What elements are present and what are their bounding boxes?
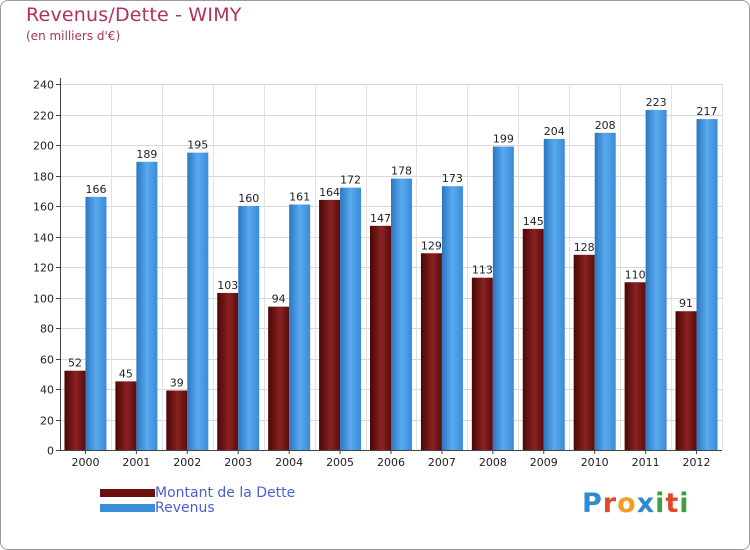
data-label-revenus: 199 xyxy=(493,133,514,146)
y-tick-label: 140 xyxy=(33,232,54,245)
bar-debt xyxy=(166,390,188,450)
bar-debt xyxy=(268,306,290,450)
y-tick-label: 120 xyxy=(33,262,54,275)
logo-letter: t xyxy=(665,488,680,519)
bar-revenus xyxy=(238,206,260,450)
bar-revenus xyxy=(645,109,667,451)
data-label-revenus: 173 xyxy=(442,172,463,185)
bar-debt xyxy=(573,254,595,450)
data-label-debt: 39 xyxy=(170,377,184,390)
data-label-revenus: 178 xyxy=(391,165,412,178)
y-tick-label: 240 xyxy=(33,79,54,92)
proxiti-logo: Proxiti xyxy=(582,488,690,519)
logo-letter: o xyxy=(617,488,637,519)
bar-debt xyxy=(64,370,86,450)
bar-debt xyxy=(624,282,646,450)
y-tick-label: 20 xyxy=(40,415,54,428)
data-label-revenus: 223 xyxy=(646,96,667,109)
bar-debt xyxy=(675,311,697,450)
data-label-debt: 94 xyxy=(272,293,286,306)
data-label-revenus: 189 xyxy=(136,148,157,161)
bar-revenus xyxy=(441,186,463,451)
y-tick-label: 60 xyxy=(40,354,54,367)
logo-letter: r xyxy=(602,488,618,519)
bar-revenus xyxy=(136,161,158,450)
bar-debt xyxy=(319,199,341,450)
data-label-revenus: 217 xyxy=(697,105,718,118)
bar-revenus xyxy=(187,152,209,450)
data-label-revenus: 161 xyxy=(289,190,310,203)
bar-debt xyxy=(115,381,137,450)
logo-letter: i xyxy=(679,488,690,519)
data-label-revenus: 166 xyxy=(85,183,106,196)
y-tick-label: 100 xyxy=(33,293,54,306)
x-tick-label: 2008 xyxy=(479,456,507,469)
bar-revenus xyxy=(289,204,311,450)
data-label-revenus: 195 xyxy=(187,139,208,152)
bars xyxy=(64,109,718,451)
bar-revenus xyxy=(696,119,718,450)
x-tick-label: 2000 xyxy=(71,456,99,469)
legend-swatch-revenus xyxy=(100,504,155,512)
axes: 0 20 40 60 80 100 120 140 160 180 200 220 240 xyxy=(33,78,722,458)
logo-letter: P xyxy=(582,488,603,519)
x-tick-label: 2003 xyxy=(224,456,252,469)
bar-revenus xyxy=(340,187,362,450)
x-tick-label: 2002 xyxy=(173,456,201,469)
bar-debt xyxy=(370,225,391,450)
bar-debt xyxy=(522,228,544,450)
bar-revenus xyxy=(492,146,514,450)
bar-debt xyxy=(471,277,493,450)
legend-swatch-debt xyxy=(100,489,155,497)
y-tick-label: 80 xyxy=(40,323,54,336)
x-tick-label: 2010 xyxy=(581,456,609,469)
data-label-revenus: 204 xyxy=(544,125,565,138)
data-label-debt: 91 xyxy=(679,297,693,310)
data-label-debt: 128 xyxy=(574,241,595,254)
y-tick-label: 220 xyxy=(33,110,54,123)
data-label-debt: 103 xyxy=(217,279,238,292)
bar-debt xyxy=(217,292,239,450)
x-tick-label: 2001 xyxy=(122,456,150,469)
y-tick-label: 40 xyxy=(40,384,54,397)
bar-debt xyxy=(420,253,442,450)
x-tick-label: 2006 xyxy=(377,456,405,469)
data-label-debt: 52 xyxy=(68,357,82,370)
bar-revenus xyxy=(85,196,107,450)
data-label-debt: 164 xyxy=(319,186,340,199)
x-tick-label: 2005 xyxy=(326,456,354,469)
y-tick-label: 0 xyxy=(47,445,54,458)
y-tick-label: 180 xyxy=(33,171,54,184)
logo-letter: i xyxy=(655,488,666,519)
chart-title: Revenus/Dette - WIMY xyxy=(26,4,242,26)
legend-label-debt: Montant de la Dette xyxy=(155,485,296,501)
data-label-debt: 145 xyxy=(523,215,544,228)
data-label-debt: 113 xyxy=(472,264,493,277)
y-tick-label: 200 xyxy=(33,140,54,153)
legend-label-revenus: Revenus xyxy=(155,500,215,516)
x-tick-label: 2007 xyxy=(428,456,456,469)
data-label-debt: 129 xyxy=(421,239,442,252)
y-tick-label: 160 xyxy=(33,201,54,214)
chart-subtitle: (en milliers d'€) xyxy=(26,29,121,43)
x-tick-label: 2012 xyxy=(683,456,711,469)
bar-revenus xyxy=(391,178,412,451)
data-label-debt: 110 xyxy=(625,268,646,281)
data-label-debt: 147 xyxy=(370,212,391,225)
data-label-debt: 45 xyxy=(119,367,133,380)
x-tick-label: 2011 xyxy=(632,456,660,469)
data-label-revenus: 172 xyxy=(340,174,361,187)
data-label-revenus: 208 xyxy=(595,119,616,132)
logo-letter: x xyxy=(636,488,656,519)
x-tick-label: 2004 xyxy=(275,456,303,469)
labels: 52 166 2000 45 189 2001 39 195 2002 103 160 2003 94 1… xyxy=(68,96,718,469)
x-tick-label: 2009 xyxy=(530,456,558,469)
bar-revenus xyxy=(594,132,616,451)
bar-revenus xyxy=(543,138,565,450)
data-label-revenus: 160 xyxy=(238,192,259,205)
